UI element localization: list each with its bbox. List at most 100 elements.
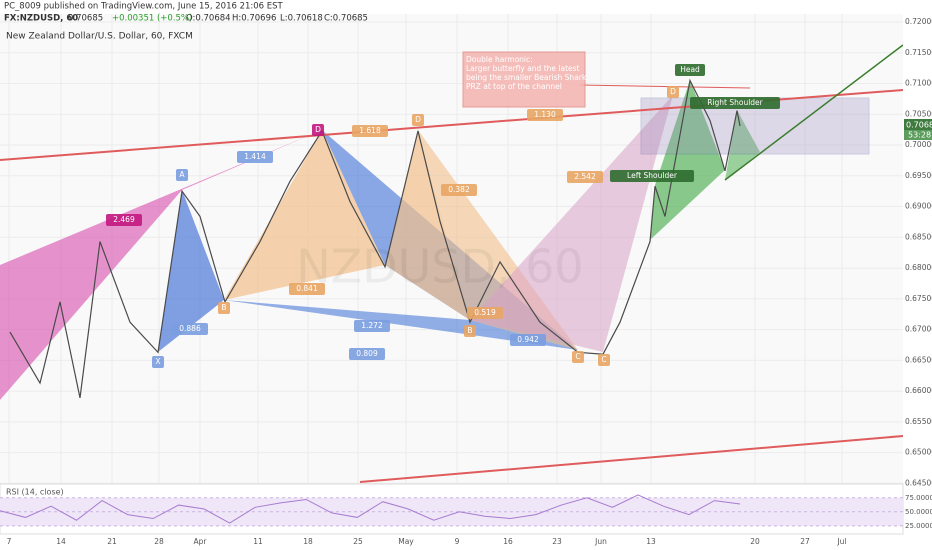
annotation: 0.809	[356, 349, 378, 358]
annotation-box	[237, 151, 273, 163]
annotation-box	[412, 114, 424, 126]
callout-pointer	[579, 84, 751, 89]
annotation-box	[567, 171, 603, 183]
annotation: B	[221, 303, 226, 312]
rsi-line	[0, 494, 741, 524]
annotation-box	[610, 170, 694, 182]
annotation-box	[352, 125, 388, 137]
annotation: X	[155, 357, 160, 366]
x-tick-label: May	[398, 537, 414, 546]
annotation: C	[601, 355, 606, 364]
x-tick-label: 11	[253, 537, 263, 546]
low: L:0.70618	[280, 14, 323, 24]
annotation: 1.618	[359, 126, 381, 135]
butterfly-xa	[0, 130, 322, 400]
annotation: 1.272	[361, 321, 383, 330]
x-tick-label: 13	[646, 537, 656, 546]
head-shoulders	[725, 110, 760, 180]
annotation-box	[218, 302, 230, 314]
annotation-box	[467, 307, 503, 319]
publisher: PC_8009 published on TradingView.com, Ju…	[4, 2, 284, 12]
change: +0.00351 (+0.5%)	[112, 14, 192, 24]
high: H:0.70696	[232, 14, 276, 24]
chart-title: New Zealand Dollar/U.S. Dollar, 60, FXCM	[6, 32, 193, 42]
annotation: 0.519	[474, 308, 496, 317]
symbol: FX:NZDUSD, 60	[4, 14, 78, 24]
annotation: C	[575, 352, 580, 361]
annotation: 1.414	[244, 152, 266, 161]
annotation: B	[467, 326, 472, 335]
annotation-box	[598, 354, 610, 366]
x-tick-label: 20	[750, 537, 760, 546]
annotation: 2.469	[113, 215, 135, 224]
annotation: D	[670, 87, 676, 96]
annotation-box	[690, 97, 780, 109]
annotation-box	[176, 169, 188, 181]
annotation: Left Shoulder	[627, 171, 678, 180]
annotation-box	[106, 214, 142, 226]
x-tick-label: 16	[503, 537, 513, 546]
y-tick-label: 0.72000	[905, 17, 932, 26]
annotation: 2.542	[574, 172, 596, 181]
price-tag	[904, 130, 932, 140]
callout-text: Double harmonic: Larger butterfly and the…	[466, 55, 587, 91]
annotation-box	[527, 109, 563, 121]
x-tick-label: 14	[56, 537, 66, 546]
annotation: 0.382	[448, 185, 470, 194]
annotation: 0.841	[296, 284, 318, 293]
x-tick-label: Jul	[836, 537, 846, 546]
x-tick-label: 23	[552, 537, 562, 546]
harmonic-leg	[158, 190, 224, 352]
rsi-tick-label: 50.0000	[905, 508, 932, 516]
close: C:0.70685	[324, 14, 368, 24]
shark-pattern	[470, 95, 673, 352]
x-tick-label: 28	[154, 537, 164, 546]
neckline	[724, 44, 904, 181]
callout-box	[462, 51, 586, 108]
annotation: A	[179, 170, 185, 179]
rsi-title: RSI (14, close)	[6, 488, 64, 497]
timer-label: 53:28	[908, 131, 931, 140]
x-tick-label: Jun	[594, 537, 607, 546]
open: O:0.70684	[186, 14, 231, 24]
x-tick-label: 18	[303, 537, 313, 546]
annotation-box	[667, 86, 679, 98]
x-tick-label: Apr	[194, 537, 208, 546]
price-tag-label: 0.70685	[906, 121, 932, 130]
annotation: 0.942	[517, 335, 539, 344]
annotation: 0.886	[179, 324, 201, 333]
annotation: 1.130	[534, 110, 556, 119]
annotation-box	[312, 124, 324, 136]
x-tick-label: 7	[7, 537, 12, 546]
watermark: NZDUSD, 60	[296, 240, 583, 294]
annotation-box	[675, 64, 705, 76]
price-tag	[904, 119, 932, 130]
harmonic-leg	[224, 300, 578, 350]
x-tick-label: 21	[107, 537, 117, 546]
annotation-box	[441, 184, 477, 196]
harmonic-leg	[385, 130, 470, 320]
annotation-box	[152, 356, 164, 368]
annotation-box	[572, 351, 584, 363]
channel-bottom	[359, 435, 904, 483]
annotation-box	[289, 283, 325, 295]
x-tick-label: 27	[800, 537, 810, 546]
annotation-box	[349, 348, 385, 360]
annotation: Right Shoulder	[707, 98, 763, 107]
rsi-tick-label: 25.0000	[905, 522, 932, 530]
annotation: D	[315, 125, 321, 134]
